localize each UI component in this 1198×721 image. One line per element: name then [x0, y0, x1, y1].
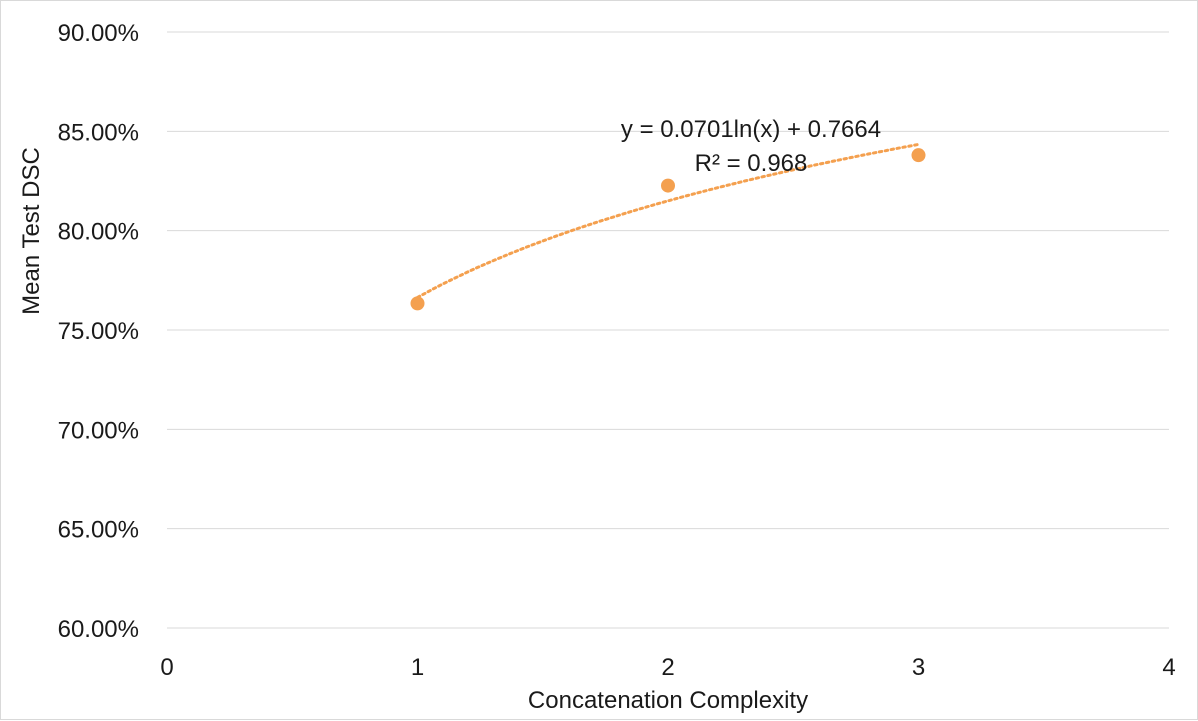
y-tick-labels: 60.00% 65.00% 70.00% 75.00% 80.00% 85.00% 90.0… — [58, 20, 139, 643]
x-tick-label-0: 0 — [160, 654, 173, 681]
y-tick-label-2: 70.00% — [58, 417, 139, 444]
data-point-0-1 — [661, 178, 675, 193]
trendline-layer — [416, 142, 920, 299]
x-tick-label-2: 2 — [661, 654, 674, 681]
y-tick-label-5: 85.00% — [58, 119, 139, 146]
data-points — [410, 148, 926, 311]
data-point-0-2 — [911, 148, 926, 163]
y-axis-title: Mean Test DSC — [18, 147, 45, 315]
y-tick-label-4: 80.00% — [58, 219, 139, 246]
y-tick-label-1: 65.00% — [58, 517, 139, 544]
y-tick-label-6: 90.00% — [58, 20, 139, 47]
y-tick-label-0: 60.00% — [58, 616, 139, 643]
x-axis-title: Concatenation Complexity — [528, 687, 808, 714]
data-point-0-0 — [410, 296, 425, 311]
y-tick-label-3: 75.00% — [58, 318, 139, 345]
x-tick-label-1: 1 — [411, 654, 424, 681]
trendline-equation: y = 0.0701ln(x) + 0.7664 — [621, 116, 881, 143]
x-tick-label-4: 4 — [1162, 654, 1175, 681]
x-tick-labels: 0 1 2 3 4 — [160, 654, 1175, 681]
trendline-r-squared: R² = 0.968 — [695, 150, 808, 177]
gridlines — [167, 31, 1169, 629]
log-trendline — [416, 142, 920, 299]
x-tick-label-3: 3 — [912, 654, 925, 681]
